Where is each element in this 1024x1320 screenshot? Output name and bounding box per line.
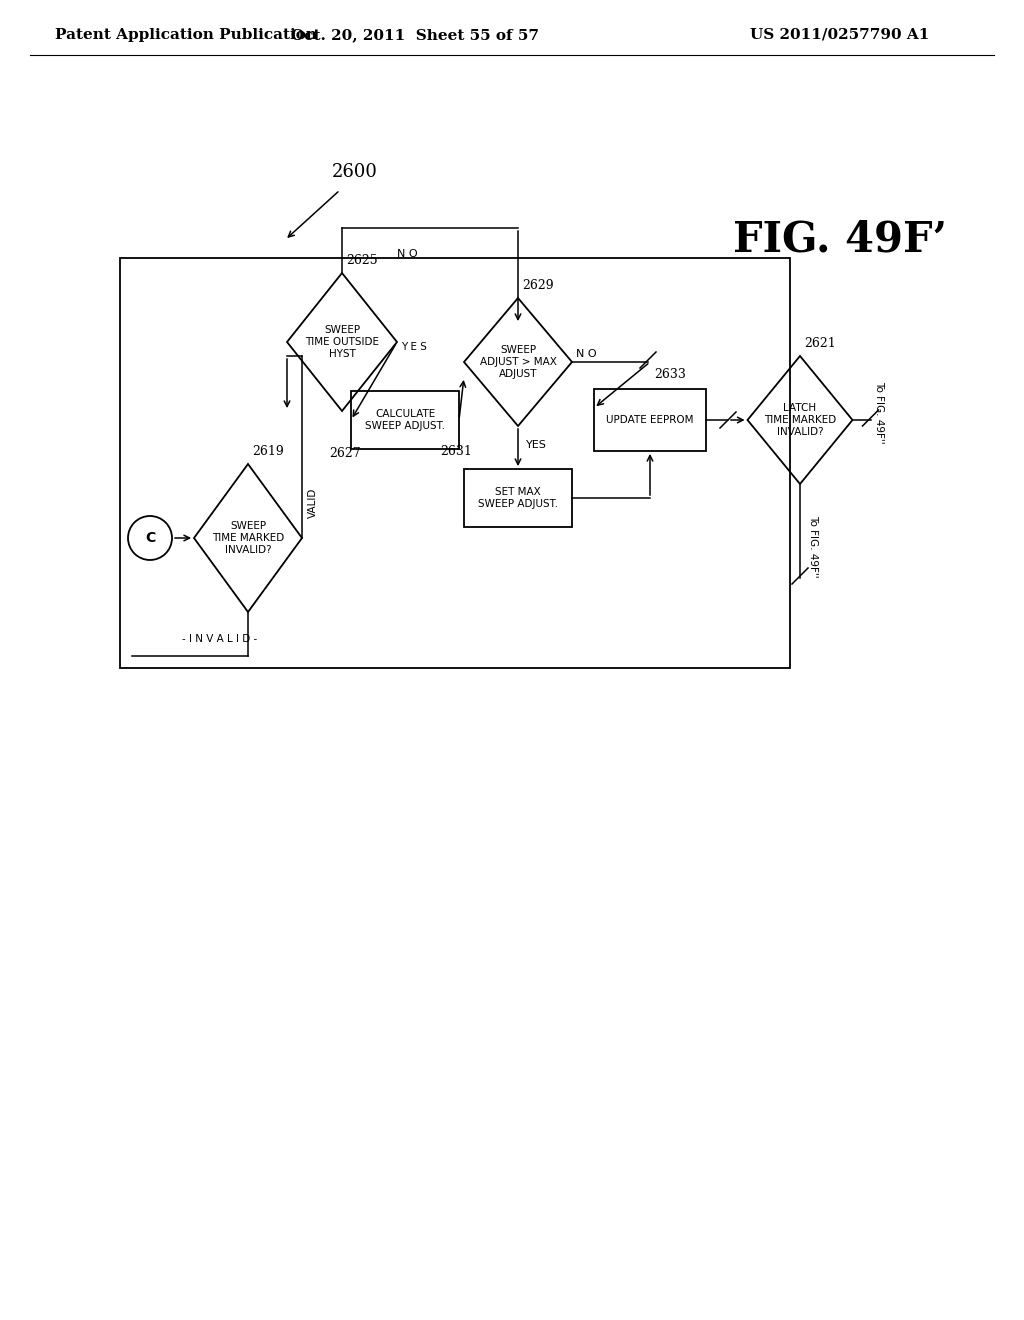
Text: Patent Application Publication: Patent Application Publication <box>55 28 317 42</box>
Text: SWEEP
ADJUST > MAX
ADJUST: SWEEP ADJUST > MAX ADJUST <box>479 346 556 379</box>
Text: To FIG. 49F'': To FIG. 49F'' <box>874 380 885 444</box>
Bar <box>594 389 706 451</box>
Text: FIG. 49F’: FIG. 49F’ <box>733 219 947 261</box>
Text: C: C <box>144 531 155 545</box>
Text: 2627: 2627 <box>329 447 360 459</box>
Text: 2600: 2600 <box>332 162 378 181</box>
Text: UPDATE EEPROM: UPDATE EEPROM <box>606 414 693 425</box>
Text: SET MAX
SWEEP ADJUST.: SET MAX SWEEP ADJUST. <box>478 487 558 508</box>
Text: To FIG. 49F'': To FIG. 49F'' <box>808 515 818 577</box>
Text: 2625: 2625 <box>346 253 378 267</box>
Text: 2619: 2619 <box>252 445 284 458</box>
Text: - I N V A L I D -: - I N V A L I D - <box>182 634 258 644</box>
Text: VALID: VALID <box>308 488 318 519</box>
Text: 2631: 2631 <box>440 445 472 458</box>
Text: Y E S: Y E S <box>401 342 427 352</box>
Text: 2633: 2633 <box>654 368 686 381</box>
Text: N O: N O <box>575 348 597 359</box>
Bar <box>464 469 572 527</box>
Text: 2621: 2621 <box>804 337 836 350</box>
Text: SWEEP
TIME MARKED
INVALID?: SWEEP TIME MARKED INVALID? <box>212 521 284 554</box>
Text: YES: YES <box>526 440 547 450</box>
Text: CALCULATE
SWEEP ADJUST.: CALCULATE SWEEP ADJUST. <box>365 409 445 430</box>
Text: LATCH
TIME MARKED
INVALID?: LATCH TIME MARKED INVALID? <box>764 404 837 437</box>
Text: N O: N O <box>396 249 418 259</box>
Text: US 2011/0257790 A1: US 2011/0257790 A1 <box>751 28 930 42</box>
Bar <box>120 257 790 668</box>
Text: SWEEP
TIME OUTSIDE
HYST: SWEEP TIME OUTSIDE HYST <box>305 326 379 359</box>
Bar <box>351 391 459 449</box>
Text: Oct. 20, 2011  Sheet 55 of 57: Oct. 20, 2011 Sheet 55 of 57 <box>291 28 539 42</box>
Text: 2629: 2629 <box>522 279 554 292</box>
